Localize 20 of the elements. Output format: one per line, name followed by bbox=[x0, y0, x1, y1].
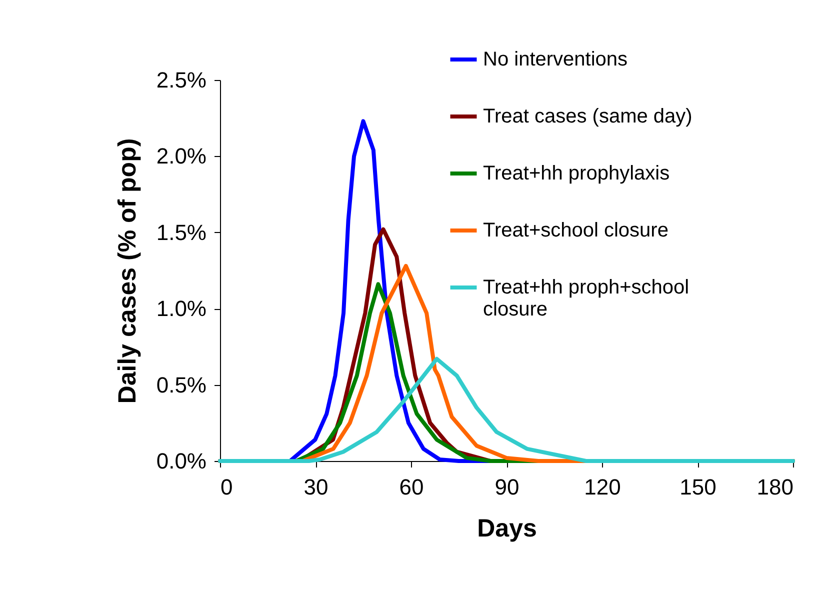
x-tick-label: 30 bbox=[304, 474, 328, 500]
x-axis-title: Days bbox=[477, 514, 537, 542]
x-tick-label: 60 bbox=[399, 474, 424, 500]
x-tick-label: 120 bbox=[584, 474, 621, 500]
legend-label: Treat+hh prophylaxis bbox=[483, 162, 670, 184]
y-tick-label: 1.0% bbox=[156, 296, 206, 322]
x-tick-label: 180 bbox=[756, 474, 794, 500]
y-tick-label: 2.0% bbox=[156, 144, 206, 169]
y-tick-label: 2.5% bbox=[156, 68, 206, 92]
y-axis-title: Daily cases (% of pop) bbox=[113, 138, 142, 404]
x-tick-label: 150 bbox=[680, 474, 716, 500]
legend-label: No interventions bbox=[483, 48, 628, 70]
x-tick-label: 0 bbox=[220, 474, 233, 500]
y-tick-label: 0.5% bbox=[156, 372, 206, 398]
y-tick-label: 1.5% bbox=[156, 220, 206, 245]
x-tick-label: 90 bbox=[494, 474, 520, 500]
y-tick-label: 0.0% bbox=[156, 448, 206, 474]
legend-label: Treat cases (same day) bbox=[483, 106, 692, 128]
legend-label: Treat+school closure bbox=[483, 220, 668, 242]
legend-label: Treat+hh proph+school closure bbox=[483, 276, 690, 320]
